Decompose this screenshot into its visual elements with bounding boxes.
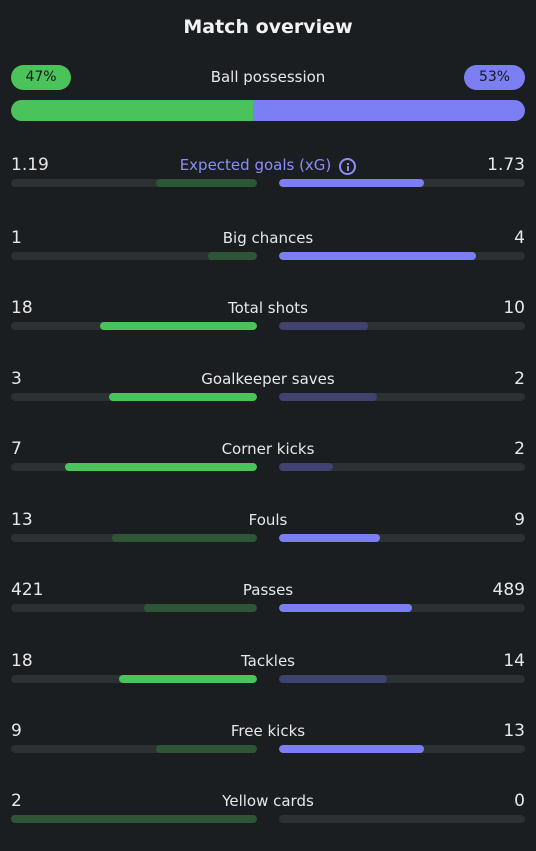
away-value: 0: [514, 791, 525, 811]
home-bar-track: [11, 393, 257, 401]
stat-label: Corner kicks: [221, 440, 315, 458]
home-bar-fill: [65, 463, 257, 471]
away-value: 10: [503, 298, 525, 318]
home-bar-track: [11, 675, 257, 683]
away-value: 9: [514, 510, 525, 530]
home-bar-track: [11, 604, 257, 612]
away-bar-fill: [279, 745, 425, 753]
home-bar-fill: [156, 745, 257, 753]
away-bar-track: [279, 252, 525, 260]
home-bar-fill: [119, 675, 257, 683]
stat-row: 13 Fouls 9: [11, 510, 525, 550]
stat-row: 3 Goalkeeper saves 2: [11, 369, 525, 409]
away-bar-track: [279, 179, 525, 187]
away-bar-fill: [279, 252, 476, 260]
home-bar-track: [11, 322, 257, 330]
away-value: 489: [492, 580, 525, 600]
away-bar-track: [279, 322, 525, 330]
stat-row: 18 Total shots 10: [11, 298, 525, 338]
home-bar-fill: [143, 604, 257, 612]
away-value: 14: [503, 651, 525, 671]
stat-label: Passes: [242, 581, 294, 599]
away-bar-track: [279, 745, 525, 753]
away-bar-track: [279, 815, 525, 823]
home-value: 7: [11, 439, 22, 459]
home-bar-fill: [11, 815, 257, 823]
stat-row: 421 Passes 489: [11, 580, 525, 620]
home-value: 9: [11, 721, 22, 741]
stat-label-text: Expected goals (xG): [179, 156, 332, 174]
away-value: 2: [514, 439, 525, 459]
away-bar-fill: [279, 463, 334, 471]
home-value: 3: [11, 369, 22, 389]
stat-row: 1 Big chances 4: [11, 228, 525, 268]
stat-label: Total shots: [228, 299, 308, 317]
away-bar-track: [279, 463, 525, 471]
info-icon[interactable]: [339, 158, 357, 175]
home-bar-track: [11, 463, 257, 471]
possession-bar: [11, 100, 525, 121]
home-value: 2: [11, 791, 22, 811]
away-value: 1.73: [487, 155, 525, 175]
away-bar-track: [279, 675, 525, 683]
home-possession-badge: 47%: [11, 65, 71, 90]
stat-label[interactable]: Expected goals (xG): [11, 156, 525, 175]
home-value: 13: [11, 510, 33, 530]
away-bar-fill: [279, 322, 368, 330]
stat-row: 18 Tackles 14: [11, 651, 525, 691]
away-value: 13: [503, 721, 525, 741]
away-bar-fill: [279, 393, 378, 401]
home-bar-fill: [111, 534, 257, 542]
away-value: 4: [514, 228, 525, 248]
stat-row: 1.19 Expected goals (xG) 1.73: [11, 155, 525, 195]
possession-bar-away: [252, 100, 525, 121]
home-bar-fill: [109, 393, 257, 401]
away-bar-fill: [279, 534, 380, 542]
possession-bar-home: [11, 100, 253, 121]
home-bar-track: [11, 745, 257, 753]
home-value: 1.19: [11, 155, 49, 175]
away-bar-track: [279, 604, 525, 612]
stat-label: Goalkeeper saves: [201, 370, 335, 388]
stat-row: 2 Yellow cards 0: [11, 791, 525, 831]
possession-label: Ball possession: [210, 68, 326, 86]
away-bar-track: [279, 393, 525, 401]
home-bar-track: [11, 179, 257, 187]
away-bar-fill: [279, 675, 388, 683]
home-bar-track: [11, 252, 257, 260]
away-possession-badge: 53%: [464, 65, 525, 90]
home-value: 18: [11, 298, 33, 318]
home-bar-fill: [156, 179, 257, 187]
stat-label: Tackles: [240, 652, 296, 670]
possession-header: 47% Ball possession 53%: [11, 65, 525, 91]
stat-label: Fouls: [248, 511, 288, 529]
home-value: 1: [11, 228, 22, 248]
away-bar-fill: [279, 604, 412, 612]
home-value: 421: [11, 580, 44, 600]
away-bar-track: [279, 534, 525, 542]
home-bar-track: [11, 534, 257, 542]
away-bar-fill: [279, 179, 425, 187]
away-value: 2: [514, 369, 525, 389]
stat-row: 7 Corner kicks 2: [11, 439, 525, 479]
stat-label: Free kicks: [230, 722, 306, 740]
home-value: 18: [11, 651, 33, 671]
home-bar-fill: [207, 252, 257, 260]
stat-label: Big chances: [222, 229, 314, 247]
home-bar-track: [11, 815, 257, 823]
stat-row: 9 Free kicks 13: [11, 721, 525, 761]
page-title: Match overview: [183, 16, 353, 38]
stat-label: Yellow cards: [222, 792, 314, 810]
home-bar-fill: [99, 322, 257, 330]
